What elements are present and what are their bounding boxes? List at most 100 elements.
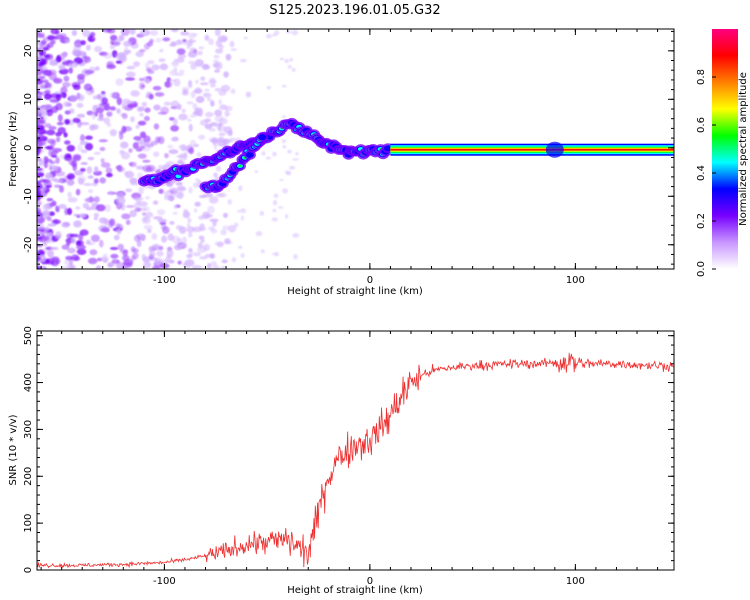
noise-blob bbox=[173, 118, 178, 125]
noise-blob bbox=[220, 229, 226, 235]
noise-blob bbox=[158, 219, 167, 223]
colorbar-tick-label: 0.0 bbox=[696, 261, 707, 277]
noise-blob bbox=[260, 211, 265, 216]
noise-blob bbox=[71, 238, 76, 244]
noise-blob bbox=[170, 106, 177, 109]
noise-blob bbox=[140, 132, 146, 139]
noise-blob bbox=[292, 30, 299, 35]
noise-blob bbox=[91, 235, 100, 243]
noise-blob bbox=[197, 51, 203, 56]
noise-blob bbox=[77, 144, 83, 151]
snr-panel: -100 0 1000100200300400500 Height of strai… bbox=[8, 326, 674, 596]
noise-blob bbox=[177, 261, 181, 265]
noise-blob bbox=[230, 41, 235, 47]
noise-blob bbox=[66, 241, 70, 246]
noise-blob bbox=[71, 254, 79, 260]
noise-blob bbox=[160, 63, 168, 70]
noise-blob bbox=[129, 162, 136, 167]
noise-blob bbox=[84, 56, 91, 63]
colorbar: 0.00.20.40.60.8 Normalized spectral ampl… bbox=[696, 29, 749, 277]
noise-blob bbox=[68, 197, 78, 202]
noise-blob bbox=[110, 106, 116, 110]
noise-blob bbox=[77, 114, 86, 118]
noise-blob bbox=[164, 102, 171, 106]
noise-blob bbox=[231, 89, 236, 95]
noise-blob bbox=[186, 254, 192, 258]
noise-blob bbox=[106, 64, 116, 69]
noise-blob bbox=[190, 47, 196, 53]
noise-blob bbox=[273, 200, 277, 206]
noise-blob bbox=[73, 220, 82, 227]
noise-blob bbox=[153, 200, 158, 204]
noise-blob bbox=[219, 133, 226, 136]
noise-blob bbox=[191, 91, 196, 98]
noise-blob bbox=[126, 205, 135, 208]
noise-blob bbox=[285, 214, 288, 219]
noise-blob bbox=[187, 45, 191, 49]
noise-blob bbox=[47, 198, 54, 201]
noise-blob bbox=[177, 187, 186, 192]
noise-blob bbox=[241, 253, 245, 258]
noise-blob bbox=[142, 254, 146, 260]
noise-blob bbox=[188, 61, 195, 64]
noise-blob bbox=[261, 249, 265, 253]
noise-blob bbox=[99, 177, 106, 183]
noise-blob bbox=[142, 102, 148, 107]
noise-blob bbox=[72, 49, 79, 56]
noise-blob bbox=[143, 216, 149, 222]
noise-blob bbox=[89, 124, 95, 130]
y-tick-label: 20 bbox=[23, 44, 34, 57]
noise-blob bbox=[80, 122, 89, 125]
noise-blob bbox=[79, 213, 87, 217]
noise-blob bbox=[73, 155, 81, 161]
noise-blob bbox=[223, 213, 228, 218]
noise-blob bbox=[201, 227, 207, 230]
noise-blob bbox=[161, 235, 167, 242]
noise-blob bbox=[64, 140, 71, 144]
noise-blob bbox=[210, 139, 219, 142]
noise-blob bbox=[155, 137, 161, 143]
noise-blob bbox=[54, 179, 62, 182]
noise-blob bbox=[238, 185, 242, 191]
noise-blob bbox=[61, 39, 65, 43]
noise-blob bbox=[215, 241, 224, 245]
noise-blob bbox=[189, 187, 193, 194]
noise-blob bbox=[172, 137, 179, 142]
noise-blob bbox=[83, 203, 89, 209]
noise-blob bbox=[94, 178, 99, 183]
noise-blob bbox=[187, 119, 191, 122]
noise-blob bbox=[138, 146, 145, 149]
noise-blob bbox=[117, 97, 123, 105]
noise-blob bbox=[69, 95, 77, 102]
noise-blob bbox=[106, 167, 113, 173]
noise-blob bbox=[275, 252, 279, 256]
noise-blob bbox=[164, 153, 169, 158]
noise-blob bbox=[204, 89, 209, 92]
noise-blob bbox=[150, 30, 158, 36]
noise-blob bbox=[256, 231, 263, 236]
noise-blob bbox=[211, 261, 217, 266]
noise-blob bbox=[159, 189, 164, 194]
noise-blob bbox=[133, 61, 140, 67]
x-tick-label: -100 bbox=[153, 275, 176, 286]
ridge-blob bbox=[546, 142, 564, 158]
noise-blob bbox=[182, 109, 186, 113]
noise-blob bbox=[120, 142, 128, 149]
noise-blob bbox=[73, 118, 81, 123]
noise-blob bbox=[288, 65, 292, 69]
noise-blob bbox=[93, 171, 102, 176]
y-tick-label: -10 bbox=[23, 188, 34, 204]
noise-blob bbox=[126, 220, 131, 225]
noise-blob bbox=[198, 46, 204, 49]
noise-blob bbox=[106, 173, 113, 177]
noise-blob bbox=[182, 42, 189, 45]
noise-blob bbox=[164, 81, 173, 88]
noise-blob bbox=[210, 253, 216, 259]
noise-blob bbox=[104, 105, 111, 111]
noise-blob bbox=[116, 60, 122, 64]
noise-blob bbox=[292, 233, 299, 238]
noise-blob bbox=[209, 196, 219, 203]
noise-blob bbox=[282, 139, 286, 143]
noise-blob bbox=[149, 251, 155, 258]
noise-blob bbox=[162, 226, 169, 234]
